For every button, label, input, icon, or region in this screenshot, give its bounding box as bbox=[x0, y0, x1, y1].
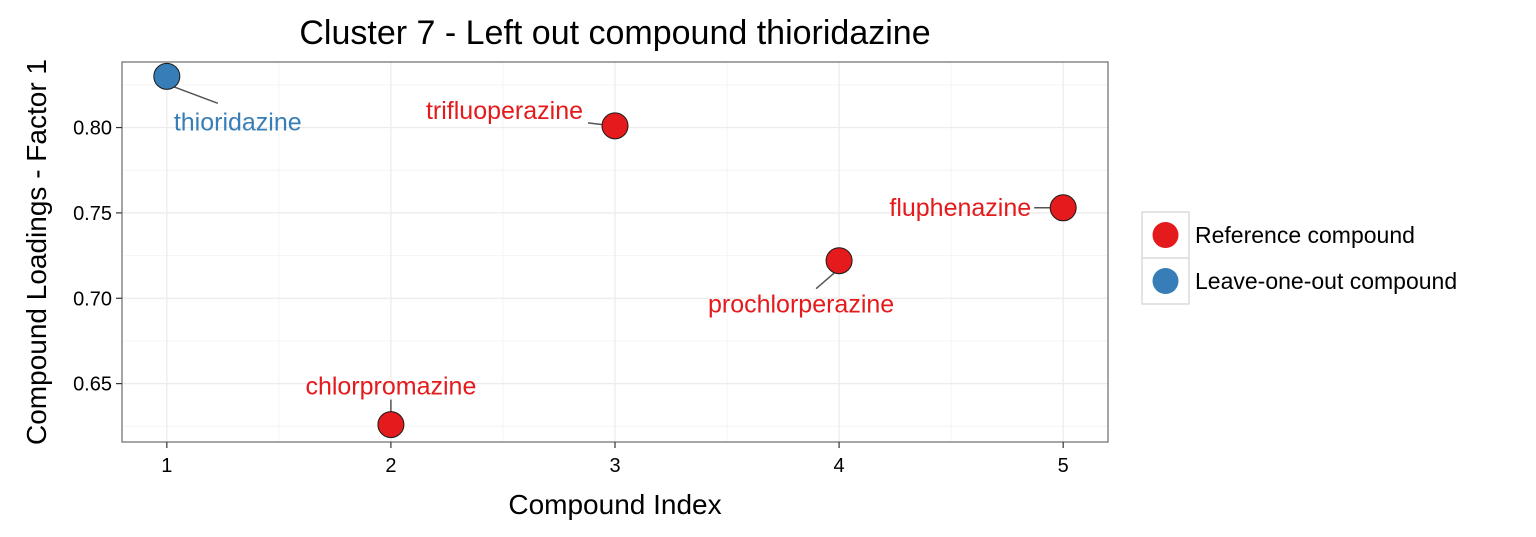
x-tick-label: 1 bbox=[161, 455, 172, 477]
legend-label: Leave-one-out compound bbox=[1195, 268, 1457, 294]
data-point bbox=[1049, 194, 1077, 222]
plot-area: 1 2 3 4 5 0.65 0.70 0.75 0.80 chlorpromazine trifl… bbox=[73, 61, 1109, 477]
legend-key bbox=[1152, 222, 1179, 248]
y-tick-label: 0.70 bbox=[73, 288, 112, 310]
point-label: prochlorperazine bbox=[708, 291, 894, 319]
data-point bbox=[153, 62, 181, 90]
y-tick-label: 0.75 bbox=[73, 203, 112, 225]
chart-title: Cluster 7 - Left out compound thioridazi… bbox=[299, 14, 930, 52]
point-label: chlorpromazine bbox=[305, 373, 476, 401]
legend: Reference compound Leave-one-out compound bbox=[1141, 211, 1457, 305]
data-point bbox=[377, 411, 405, 439]
legend-label: Reference compound bbox=[1195, 222, 1415, 248]
x-tick-label: 2 bbox=[385, 455, 396, 477]
legend-key bbox=[1152, 268, 1179, 294]
y-axis-title: Compound Loadings - Factor 1 bbox=[21, 59, 52, 445]
y-tick-label: 0.65 bbox=[73, 374, 112, 396]
x-tick-label: 3 bbox=[609, 455, 620, 477]
point-label: trifluoperazine bbox=[426, 97, 583, 125]
y-tick-label: 0.80 bbox=[73, 118, 112, 140]
point-label: thioridazine bbox=[174, 108, 302, 136]
x-tick-label: 4 bbox=[834, 455, 845, 477]
data-point bbox=[601, 112, 629, 140]
data-point bbox=[825, 247, 853, 275]
x-axis-title: Compound Index bbox=[508, 489, 721, 520]
label-connector bbox=[169, 84, 219, 105]
point-label: fluphenazine bbox=[889, 194, 1031, 222]
x-tick-label: 5 bbox=[1058, 455, 1069, 477]
